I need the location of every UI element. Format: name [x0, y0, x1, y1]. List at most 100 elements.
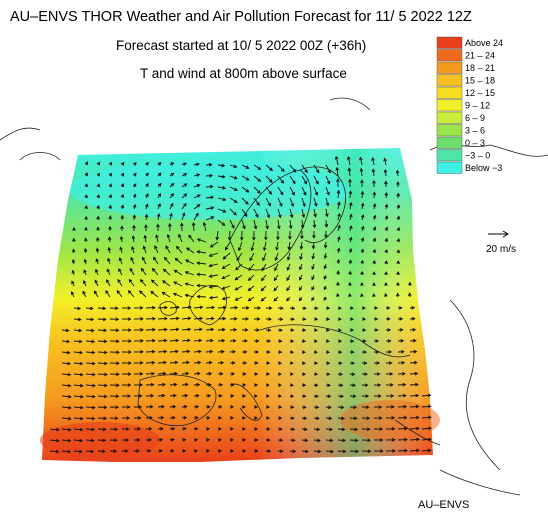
wind-arrow [397, 393, 407, 398]
wind-arrow [277, 219, 281, 230]
wind-arrow [241, 164, 250, 169]
wind-arrow [133, 416, 142, 420]
wind-arrow [133, 172, 137, 177]
wind-arrow [193, 427, 199, 431]
wind-arrow [217, 438, 222, 442]
wind-arrow [372, 214, 377, 221]
wind-arrow [157, 371, 167, 376]
wind-arrow [145, 415, 154, 420]
wind-arrow [241, 350, 248, 354]
wind-arrow [287, 241, 292, 251]
wind-arrow [323, 252, 328, 260]
wind-arrow [73, 405, 84, 410]
wind-arrow [360, 214, 365, 221]
wind-arrow [97, 317, 107, 322]
wind-arrow [397, 415, 408, 420]
wind-arrow [169, 449, 175, 453]
wind-arrow [374, 383, 382, 387]
wind-arrow [174, 257, 183, 265]
wind-arrow [184, 271, 195, 276]
wind-arrow [265, 164, 273, 172]
wind-arrow [217, 449, 222, 453]
wind-arrow [97, 372, 108, 377]
wind-arrow [337, 201, 341, 210]
wind-arrow [109, 438, 118, 443]
wind-arrow [273, 274, 279, 282]
wind-arrow [254, 394, 258, 398]
wind-arrow [397, 448, 408, 453]
wind-arrow [145, 426, 153, 431]
wind-arrow [108, 225, 112, 231]
wind-arrow [337, 416, 346, 421]
wind-arrow [139, 290, 147, 298]
wind-arrow [298, 296, 303, 302]
wind-arrow [202, 221, 207, 232]
wind-arrow [409, 338, 417, 343]
wind-arrow [325, 208, 329, 218]
wind-arrow [349, 394, 357, 399]
wind-arrow [169, 202, 174, 210]
wind-arrow [241, 186, 250, 193]
wind-arrow [169, 382, 178, 387]
wind-arrow [84, 183, 88, 188]
wind-arrow [384, 260, 388, 265]
wind-arrow [289, 208, 294, 219]
wind-arrow [325, 164, 331, 174]
wind-arrow [241, 449, 247, 453]
wind-arrow [73, 372, 84, 377]
wind-arrow [157, 426, 164, 431]
wind-arrow [166, 233, 171, 243]
wind-arrow [325, 372, 331, 376]
wind-arrow [248, 263, 255, 272]
wind-arrow [181, 371, 190, 376]
wind-arrow [217, 163, 226, 168]
wind-arrow [217, 349, 225, 354]
wind-arrow [73, 306, 82, 311]
wind-arrow [109, 361, 120, 366]
wind-arrow [397, 426, 408, 431]
wind-arrow [396, 204, 401, 210]
wind-arrow [337, 449, 347, 454]
wind-arrow [96, 215, 100, 221]
wind-arrow [61, 438, 72, 443]
wind-arrow [247, 296, 255, 302]
wind-arrow [262, 241, 267, 252]
wind-arrow [205, 438, 211, 442]
wind-arrow [181, 212, 186, 221]
wind-arrow [385, 427, 396, 431]
wind-arrow [169, 415, 176, 420]
wind-arrow [396, 270, 400, 276]
wind-arrow [325, 317, 331, 321]
wind-arrow [120, 193, 125, 199]
wind-arrow [83, 258, 88, 265]
wind-arrow [289, 197, 295, 208]
wind-arrow [241, 175, 250, 181]
wind-arrow [384, 180, 388, 188]
wind-arrow [277, 317, 284, 322]
wind-arrow [337, 383, 344, 388]
wind-arrow [241, 208, 248, 218]
wind-arrow [118, 257, 123, 265]
wind-arrow [72, 237, 76, 243]
wind-arrow [348, 236, 353, 243]
wind-arrow [277, 306, 284, 311]
wind-arrow [253, 175, 262, 182]
wind-arrow [254, 317, 261, 321]
wind-arrow [265, 361, 271, 365]
wind-arrow [165, 245, 171, 254]
wind-arrow [205, 416, 211, 420]
wind-arrow [108, 194, 113, 199]
wind-arrow [289, 394, 295, 398]
wind-arrow [408, 281, 412, 287]
wind-arrow [384, 237, 389, 243]
wind-arrow [153, 256, 159, 265]
wind-arrow [196, 250, 207, 254]
wind-arrow [361, 317, 367, 321]
wind-arrow [254, 438, 259, 442]
wind-arrow [217, 197, 227, 202]
wind-arrow [385, 361, 393, 365]
wind-arrow [254, 350, 260, 354]
legend-label: Below −3 [465, 163, 502, 173]
wind-arrow [323, 285, 327, 291]
wind-arrow [133, 317, 144, 321]
